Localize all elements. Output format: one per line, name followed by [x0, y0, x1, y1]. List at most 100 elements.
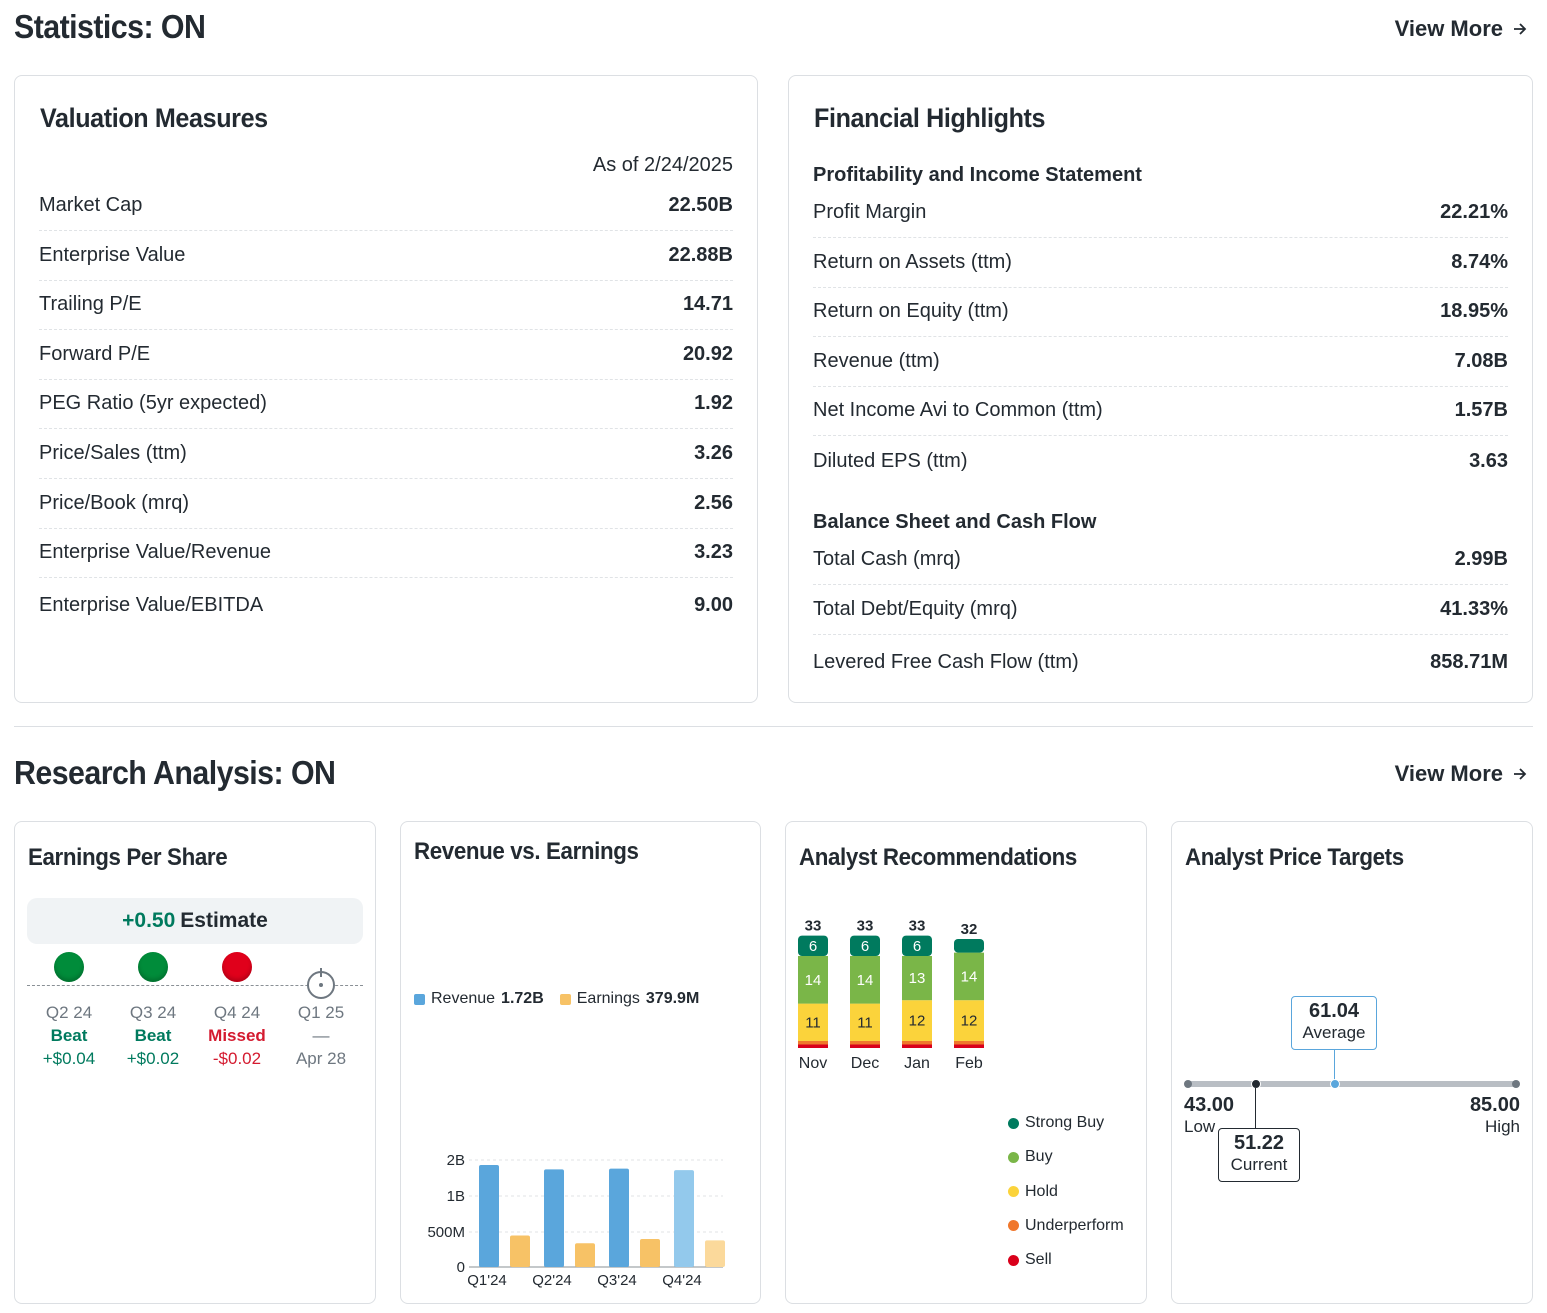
stat-label: Return on Assets (ttm): [813, 250, 1012, 273]
earnings-legend-swatch: [559, 993, 571, 1005]
revenue-bar: [479, 1165, 499, 1267]
stat-row: Return on Equity (ttm) 18.95%: [813, 287, 1508, 338]
rev-earn-legend: Revenue 1.72B Earnings 379.9M: [414, 990, 699, 1008]
revenue-legend-label: Revenue: [431, 990, 496, 1007]
recommendation-segment: [954, 1000, 984, 1041]
earnings-bar: [640, 1239, 660, 1267]
recommendation-segment: [902, 1041, 932, 1045]
price-targets-card[interactable]: Analyst Price Targets 61.04 Average 43.0…: [1171, 821, 1533, 1304]
eps-result-dot[interactable]: [222, 952, 252, 982]
recommendation-segment: [850, 1041, 880, 1045]
recommendation-segment: [902, 956, 932, 1001]
current-price-label: Current: [1230, 1155, 1288, 1174]
price-targets-title: Analyst Price Targets: [1185, 844, 1404, 871]
eps-card[interactable]: Earnings Per Share +0.50 Estimate Q2 24 B…: [14, 821, 376, 1304]
eps-title: Earnings Per Share: [28, 844, 228, 871]
stat-row: Diluted EPS (ttm) 3.63: [813, 436, 1508, 486]
stat-row: Market Cap 22.50B: [39, 181, 733, 231]
eps-timeline-line: [27, 985, 363, 986]
recommendation-segment: [954, 1044, 984, 1048]
stat-row: Price/Sales (ttm) 3.26: [39, 429, 733, 479]
stat-row: PEG Ratio (5yr expected) 1.92: [39, 379, 733, 430]
segment-label: 14: [961, 968, 978, 985]
recommendation-segment: [850, 1044, 880, 1048]
stat-label: Enterprise Value: [39, 243, 186, 266]
stat-label: Enterprise Value/Revenue: [39, 541, 271, 564]
revenue-legend-swatch: [414, 993, 425, 1005]
legend-dot: [1008, 1254, 1019, 1266]
eps-quarter: Q1 25 — Apr 28: [281, 1001, 361, 1070]
eps-quarter-label: Q2 24: [45, 1003, 93, 1022]
recommendation-legend-item: Strong Buy: [1008, 1114, 1104, 1132]
arrow-right-icon: [1514, 768, 1527, 780]
stat-value: 20.92: [682, 342, 733, 365]
revenue-bar: [609, 1168, 629, 1267]
recommendation-segment: [902, 935, 932, 956]
stat-row: Total Cash (mrq) 2.99B: [813, 535, 1508, 585]
legend-label: Underperform: [1025, 1216, 1124, 1234]
recommendation-legend-item: Underperform: [1008, 1217, 1124, 1235]
earnings-legend-label: Earnings: [576, 990, 640, 1007]
stat-label: Forward P/E: [39, 342, 151, 365]
high-marker: [1512, 1080, 1520, 1088]
x-tick-label: Q4'24: [662, 1272, 702, 1289]
revenue-vs-earnings-title: Revenue vs. Earnings: [414, 838, 639, 865]
stat-row: Price/Book (mrq) 2.56: [39, 479, 733, 529]
stat-label: Total Debt/Equity (mrq): [813, 597, 1018, 620]
eps-result-dot[interactable]: [138, 952, 168, 982]
average-connector: [1334, 1050, 1335, 1084]
average-price-value: 61.04: [1308, 1000, 1360, 1022]
average-marker[interactable]: [1330, 1079, 1340, 1089]
total-label: 33: [857, 918, 874, 935]
current-marker[interactable]: [1251, 1079, 1261, 1089]
stat-row: Return on Assets (ttm) 8.74%: [813, 238, 1508, 288]
section-divider: [14, 726, 1533, 727]
analyst-recommendations-title: Analyst Recommendations: [799, 844, 1077, 871]
stat-value: 2.56: [694, 491, 733, 514]
statistics-view-more-link[interactable]: View More: [1395, 16, 1529, 42]
segment-label: 6: [809, 938, 817, 955]
stat-value: 1.92: [694, 392, 733, 415]
recommendation-legend-item: Hold: [1008, 1183, 1058, 1201]
y-tick-label: 0: [457, 1259, 465, 1276]
eps-status: —: [312, 1026, 330, 1045]
stat-label: Price/Sales (ttm): [39, 442, 187, 464]
stat-row: Revenue (ttm) 7.08B: [813, 337, 1508, 387]
revenue-earnings-chart: 0 500M 1B 2B Q1'24 Q2'24 Q3'24 Q4'24: [427, 1152, 725, 1289]
segment-label: 12: [961, 1013, 978, 1030]
stat-value: 22.21%: [1440, 201, 1508, 223]
recommendation-segment: [798, 1041, 828, 1045]
legend-label: Sell: [1025, 1251, 1052, 1269]
stat-value: 8.74%: [1451, 250, 1508, 273]
recommendation-segment: [850, 935, 880, 956]
statistics-title: Statistics: ON: [14, 8, 206, 45]
eps-quarter: Q3 24 Beat +$0.02: [113, 1001, 193, 1070]
low-price: 43.00 Low: [1184, 1094, 1234, 1138]
stat-label: Trailing P/E: [39, 293, 142, 316]
valuation-measures-card: Valuation Measures As of 2/24/2025 Marke…: [14, 75, 758, 703]
eps-estimate: +0.50 Estimate: [27, 898, 363, 944]
month-label: Nov: [799, 1055, 827, 1072]
analyst-recommendations-card[interactable]: Analyst Recommendations 6 14 11 33 Nov 6 14 11 3…: [785, 821, 1147, 1304]
revenue-vs-earnings-card[interactable]: Revenue vs. Earnings Revenue 1.72B Earni…: [400, 821, 761, 1304]
segment-label: 12: [909, 1013, 926, 1030]
current-connector: [1255, 1088, 1256, 1130]
legend-label: Strong Buy: [1025, 1114, 1105, 1131]
segment-label: 14: [857, 972, 874, 989]
low-price-value: 43.00: [1184, 1094, 1235, 1116]
stat-label: Enterprise Value/EBITDA: [39, 594, 264, 617]
y-tick-label: 2B: [447, 1152, 465, 1169]
eps-quarter-label: Q4 24: [213, 1003, 261, 1022]
average-price-box: 61.04 Average: [1291, 996, 1377, 1050]
stat-label: PEG Ratio (5yr expected): [39, 392, 267, 415]
price-range-track: [1188, 1081, 1516, 1087]
recommendation-segment: [798, 1044, 828, 1048]
eps-result-dot[interactable]: [54, 952, 84, 982]
y-tick-label: 1B: [447, 1188, 465, 1205]
eps-change: +$0.02: [126, 1049, 180, 1068]
segment-label: 6: [913, 938, 921, 955]
stat-label: Diluted EPS (ttm): [813, 449, 968, 472]
research-view-more-link[interactable]: View More: [1395, 761, 1529, 787]
high-price-label: High: [1485, 1117, 1520, 1136]
target-estimate-icon[interactable]: [304, 968, 338, 1002]
